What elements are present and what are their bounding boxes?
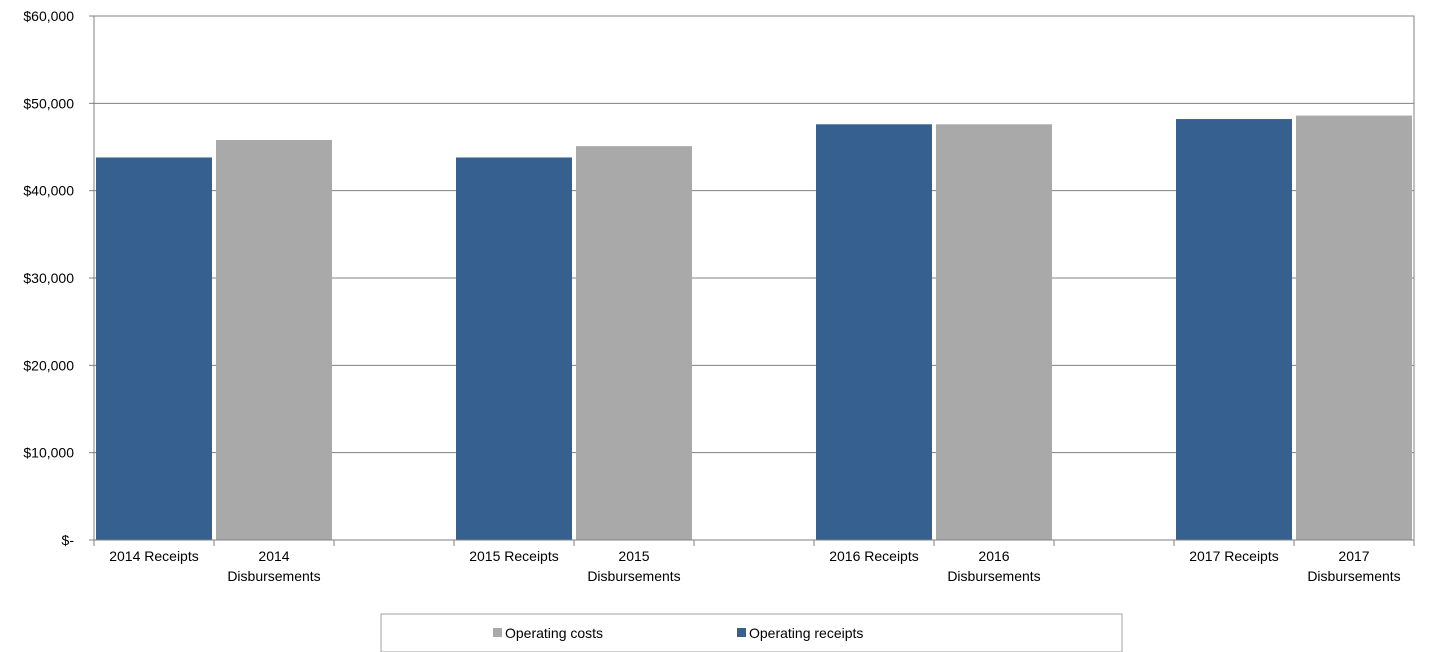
bar	[1296, 115, 1412, 540]
bar	[96, 157, 212, 541]
legend-label: Operating receipts	[749, 625, 863, 641]
bars	[96, 115, 1412, 541]
legend-swatch	[737, 628, 746, 637]
legend-box	[380, 613, 1123, 652]
y-tick-label: $10,000	[23, 445, 74, 461]
axes	[89, 15, 1415, 546]
x-tick-label: 2015 Disbursements	[587, 548, 680, 584]
y-tick-label: $60,000	[23, 8, 74, 24]
x-tick-labels: 2014 Receipts 2014 Disbursements 2015 Recei…	[109, 548, 1400, 584]
x-tick-label: 2014 Receipts	[109, 548, 199, 564]
bar	[216, 140, 332, 540]
bar	[576, 146, 692, 541]
y-tick-label: $50,000	[23, 95, 74, 111]
legend-swatch	[493, 628, 502, 637]
bar	[456, 157, 572, 541]
y-tick-label: $40,000	[23, 183, 74, 199]
x-tick-label: 2017 Receipts	[1189, 548, 1279, 564]
x-tick-label: 2016 Receipts	[829, 548, 919, 564]
y-tick-label: $20,000	[23, 357, 74, 373]
y-tick-labels: $- $10,000 $20,000 $30,000 $40,000 $50,000 $60…	[23, 8, 74, 548]
x-tick-label: 2015 Receipts	[469, 548, 559, 564]
x-tick-label: 2017 Disbursements	[1307, 548, 1400, 584]
bar	[816, 124, 932, 540]
legend: Operating costs Operating receipts	[380, 613, 1123, 652]
legend-label: Operating costs	[505, 625, 603, 641]
bar	[1176, 119, 1292, 540]
y-tick-label: $-	[62, 532, 75, 548]
x-tick-label: 2016 Disbursements	[947, 548, 1040, 584]
x-tick-label: 2014 Disbursements	[227, 548, 320, 584]
bar	[936, 124, 1052, 540]
y-tick-label: $30,000	[23, 270, 74, 286]
